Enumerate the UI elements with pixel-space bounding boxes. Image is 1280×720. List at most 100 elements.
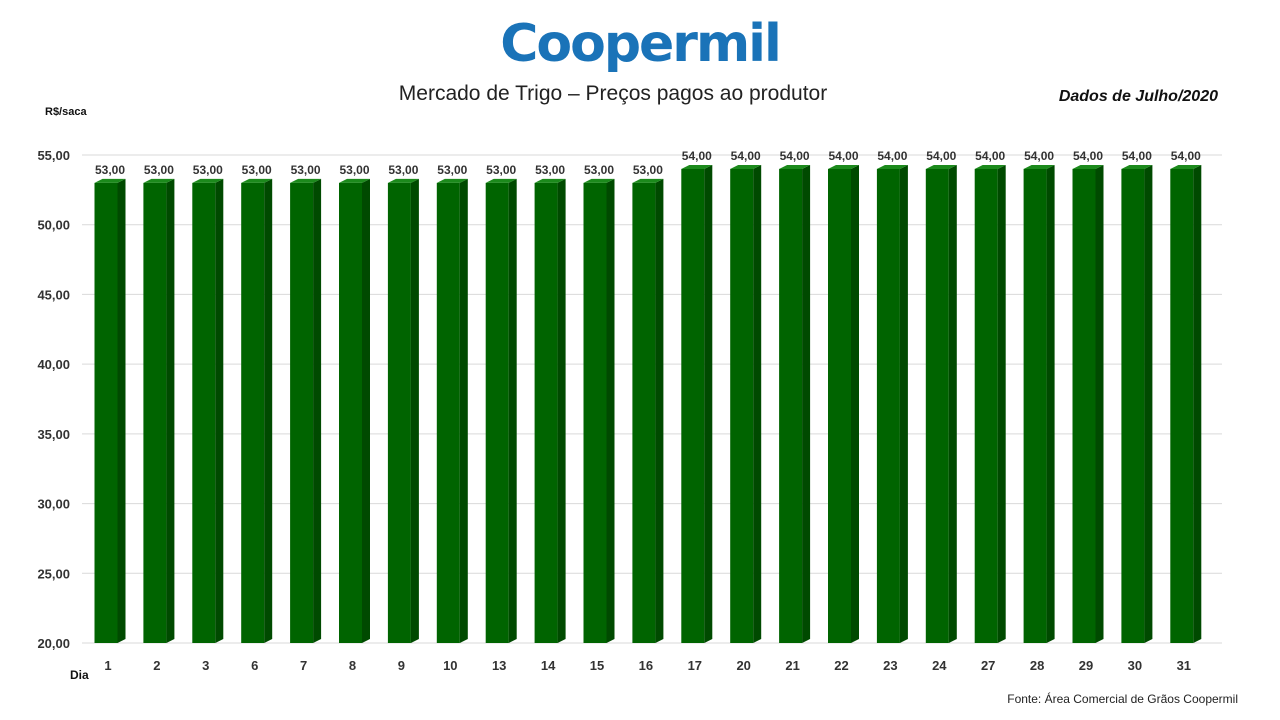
bar-top xyxy=(94,178,126,183)
bar-front xyxy=(534,182,558,643)
x-axis-label: Dia xyxy=(70,668,89,682)
bar-front xyxy=(779,168,803,643)
bar-front xyxy=(828,168,851,643)
bar-front xyxy=(241,182,265,643)
bar-side xyxy=(508,178,517,643)
data-label: 53,00 xyxy=(535,163,565,177)
bar xyxy=(241,178,273,643)
bar-front xyxy=(94,182,118,643)
data-label: 54,00 xyxy=(682,149,712,163)
bar xyxy=(828,164,859,643)
bar-front xyxy=(730,168,754,643)
bar-top xyxy=(290,178,322,183)
bar xyxy=(339,178,370,643)
data-label: 53,00 xyxy=(388,163,418,177)
x-tick-label: 2 xyxy=(153,658,160,673)
bar-top xyxy=(192,178,224,183)
bar-side xyxy=(899,164,908,643)
bar xyxy=(925,164,957,643)
coopermil-logo: Coopermil xyxy=(500,14,782,74)
x-tick-label: 6 xyxy=(251,658,258,673)
data-label: 53,00 xyxy=(633,163,663,177)
bar-front xyxy=(876,168,900,643)
bar-front xyxy=(1121,168,1145,643)
data-label: 53,00 xyxy=(584,163,614,177)
bar xyxy=(436,178,468,643)
bar-side xyxy=(264,178,273,643)
x-tick-label: 10 xyxy=(443,658,457,673)
data-label: 54,00 xyxy=(975,149,1005,163)
bar-side xyxy=(557,178,566,643)
bar-side xyxy=(410,178,419,643)
x-tick-label: 17 xyxy=(688,658,702,673)
bar-top xyxy=(534,178,566,183)
bar-top xyxy=(485,178,517,183)
bar-front xyxy=(192,182,216,643)
bar-front xyxy=(143,182,167,643)
x-tick-label: 24 xyxy=(932,658,947,673)
x-tick-label: 9 xyxy=(398,658,405,673)
x-tick-label: 1 xyxy=(104,658,111,673)
y-tick-label: 45,00 xyxy=(37,287,70,302)
data-label: 54,00 xyxy=(1024,149,1054,163)
bar-front xyxy=(1023,168,1047,643)
bar xyxy=(534,178,566,643)
chart-title: Mercado de Trigo – Preços pagos ao produ… xyxy=(398,82,828,105)
bar-top xyxy=(974,164,1006,169)
bar-side xyxy=(1193,164,1202,643)
bar xyxy=(583,178,615,643)
bar-side xyxy=(948,164,957,643)
bar-top xyxy=(925,164,957,169)
bar-top xyxy=(876,164,908,169)
y-tick-label: 30,00 xyxy=(37,497,70,512)
bar xyxy=(1170,164,1202,643)
bar-side xyxy=(753,164,762,643)
bar-front xyxy=(485,182,509,643)
bar xyxy=(485,178,517,643)
bar-side xyxy=(704,164,713,643)
data-label: 54,00 xyxy=(877,149,907,163)
bar-top xyxy=(436,178,468,183)
bar-top xyxy=(143,178,175,183)
bar-side xyxy=(1046,164,1055,643)
bar xyxy=(192,178,224,643)
data-label: 53,00 xyxy=(193,163,223,177)
bar-top xyxy=(828,164,859,169)
data-label: 53,00 xyxy=(437,163,467,177)
bar-side xyxy=(997,164,1006,643)
x-tick-label: 8 xyxy=(349,658,356,673)
bar-top xyxy=(241,178,273,183)
bar-top xyxy=(730,164,762,169)
bar-front xyxy=(583,182,607,643)
chart-subtitle: Dados de Julho/2020 xyxy=(1058,88,1218,105)
bar-side xyxy=(362,178,370,643)
bar xyxy=(387,178,419,643)
x-tick-label: 23 xyxy=(883,658,897,673)
bar-side xyxy=(313,178,322,643)
bar xyxy=(94,178,126,643)
bar-top xyxy=(583,178,615,183)
x-tick-label: 31 xyxy=(1177,658,1191,673)
bar-front xyxy=(925,168,949,643)
bar-side xyxy=(1144,164,1153,643)
data-label: 54,00 xyxy=(1073,149,1103,163)
bar-front xyxy=(290,182,314,643)
data-label: 54,00 xyxy=(926,149,956,163)
data-label: 53,00 xyxy=(291,163,321,177)
bar-side xyxy=(215,178,224,643)
bar-side xyxy=(459,178,468,643)
data-label: 53,00 xyxy=(242,163,272,177)
x-tick-label: 15 xyxy=(590,658,604,673)
bar xyxy=(632,178,664,643)
bar-side xyxy=(606,178,615,643)
bar-top xyxy=(387,178,419,183)
data-label: 54,00 xyxy=(780,149,810,163)
bar-side xyxy=(1095,164,1104,643)
y-tick-label: 50,00 xyxy=(37,218,70,233)
bar-side xyxy=(655,178,664,643)
data-label: 53,00 xyxy=(95,163,125,177)
bar-side xyxy=(166,178,175,643)
bar-top xyxy=(1023,164,1055,169)
bar-side xyxy=(117,178,126,643)
bar xyxy=(1121,164,1153,643)
